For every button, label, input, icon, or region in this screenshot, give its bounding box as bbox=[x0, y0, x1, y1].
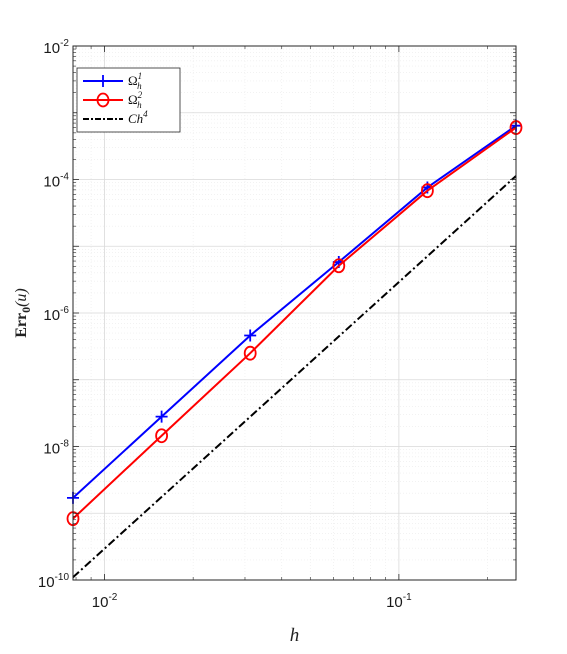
x-tick-label-exp: -1 bbox=[403, 592, 412, 603]
y-label-arg: (u) bbox=[13, 288, 30, 307]
series-2-point bbox=[420, 183, 434, 199]
series-1-point bbox=[244, 329, 257, 342]
y-tick-label-base: 10 bbox=[43, 441, 60, 458]
legend-label-sub: h bbox=[137, 81, 142, 91]
y-axis-label: Err0(u) bbox=[13, 288, 33, 338]
series-layer bbox=[66, 119, 523, 578]
x-tick-label: 10-1 bbox=[386, 592, 412, 611]
y-tick-label: 10-2 bbox=[43, 38, 69, 57]
series-2-point bbox=[155, 428, 169, 444]
legend-label-2: Ω2 h bbox=[128, 90, 143, 110]
legend-label-name: Ω bbox=[128, 92, 138, 107]
y-tick-label-base: 10 bbox=[38, 574, 55, 591]
legend-label-sup: 1 bbox=[138, 71, 143, 81]
y-tick-label-exp: -2 bbox=[60, 38, 69, 49]
series-2-point bbox=[243, 345, 257, 361]
y-tick-label: 10-6 bbox=[43, 305, 69, 324]
series-line-3 bbox=[72, 175, 517, 578]
legend-label-sup: 2 bbox=[138, 90, 143, 100]
legend-label-name: Ch bbox=[128, 111, 143, 126]
y-tick-label-exp: -4 bbox=[60, 172, 69, 183]
x-tick-label-base: 10 bbox=[92, 594, 109, 611]
series-line-1 bbox=[72, 124, 517, 499]
legend-label-name: Ω bbox=[128, 73, 138, 88]
legend-label-sup: 4 bbox=[143, 109, 148, 119]
y-tick-label: 10-8 bbox=[43, 439, 69, 458]
series-line-2 bbox=[72, 126, 517, 520]
legend-label-1: Ω1 h bbox=[128, 71, 142, 91]
x-axis-label: h bbox=[290, 625, 300, 646]
x-tick-label-base: 10 bbox=[386, 594, 403, 611]
x-tick-label-exp: -2 bbox=[108, 592, 117, 603]
legend-label-sub: h bbox=[137, 100, 142, 110]
x-tick-label: 10-2 bbox=[92, 592, 118, 611]
y-tick-label-exp: -8 bbox=[60, 439, 69, 450]
legend-label-3: Ch4 bbox=[128, 109, 148, 126]
y-tick-label: 10-4 bbox=[43, 172, 69, 191]
y-tick-label-exp: -6 bbox=[60, 305, 69, 316]
y-tick-label-base: 10 bbox=[43, 307, 60, 324]
y-tick-label-base: 10 bbox=[43, 174, 60, 191]
legend-marker-2 bbox=[96, 92, 110, 108]
axis-ticks bbox=[73, 46, 516, 581]
y-tick-label-base: 10 bbox=[43, 40, 60, 57]
legend-marker-1 bbox=[97, 75, 109, 87]
y-label-main: Err bbox=[13, 313, 30, 338]
y-label-sub: 0 bbox=[19, 307, 33, 313]
y-tick-label-exp: -10 bbox=[55, 572, 70, 583]
series-2-point bbox=[332, 258, 346, 274]
series-1-point bbox=[155, 410, 168, 423]
y-tick-label: 10-10 bbox=[38, 572, 70, 591]
